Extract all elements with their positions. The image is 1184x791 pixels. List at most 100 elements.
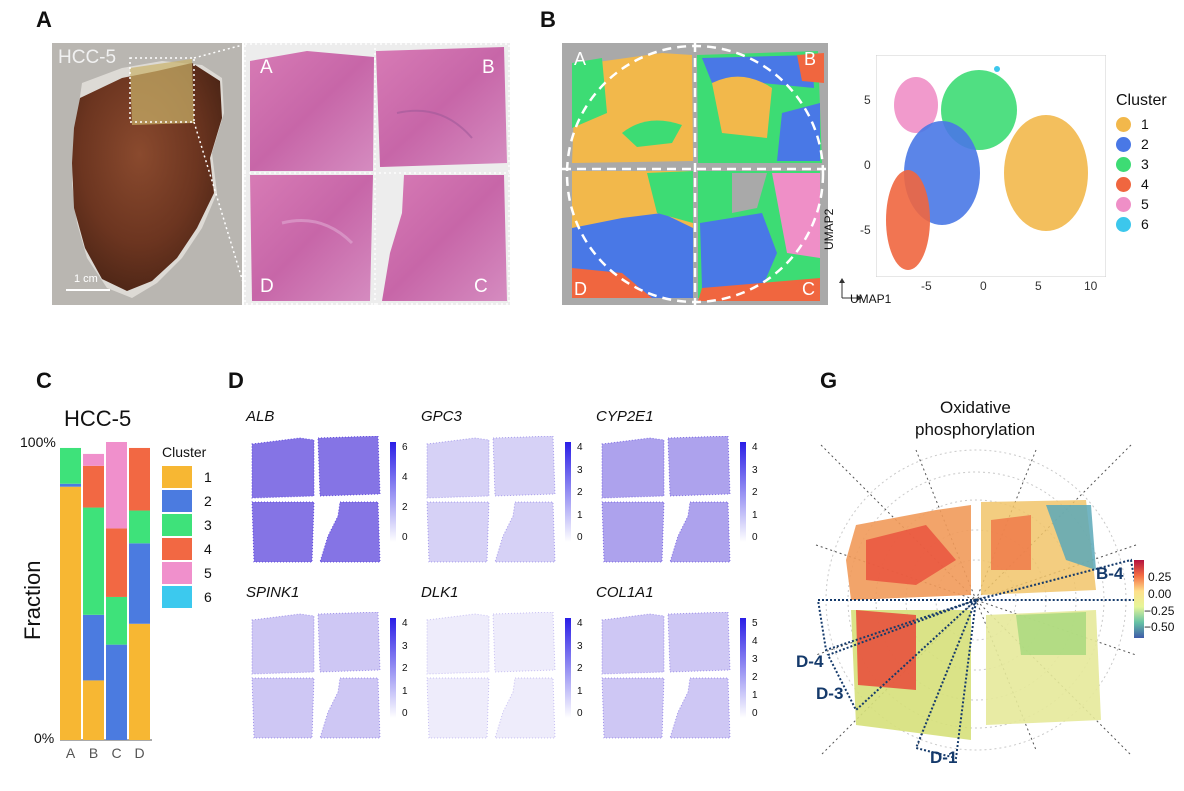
tissue-section xyxy=(669,677,731,739)
umap-legend-item: 2 xyxy=(1116,136,1149,152)
gene-colorbar-tick: 4 xyxy=(752,442,758,453)
he-label-d: D xyxy=(260,276,274,297)
umap-cluster-4 xyxy=(886,170,930,270)
legend-label: 5 xyxy=(204,565,212,581)
umap-xlabel: UMAP1 xyxy=(850,292,892,306)
tissue-section xyxy=(667,436,731,497)
tumor-region xyxy=(130,59,194,125)
gene-colorbar-tick: 2 xyxy=(577,663,583,674)
tissue-section xyxy=(667,612,731,673)
umap-ytick: 5 xyxy=(864,93,871,107)
x-tick-label: A xyxy=(66,745,76,761)
legend-label: 2 xyxy=(204,493,212,509)
gene-label: ALB xyxy=(246,408,275,425)
colorbar-tick: −0.25 xyxy=(1144,604,1175,618)
he-section-c xyxy=(382,175,507,301)
gene-spatial-map xyxy=(426,436,556,563)
tissue-section xyxy=(669,501,731,563)
bar-legend-item: 3 xyxy=(162,514,212,536)
gene-colorbar-tick: 4 xyxy=(402,618,408,629)
gene-colorbar-tick: 4 xyxy=(577,618,583,629)
legend-swatch xyxy=(162,514,192,536)
bar-segment-A-2 xyxy=(60,483,81,487)
gene-label: GPC3 xyxy=(421,408,462,425)
legend-swatch xyxy=(162,586,192,608)
gene-colorbar-tick: 4 xyxy=(752,636,758,647)
gene-colorbar-tick: 1 xyxy=(752,690,758,701)
scale-bar-label: 1 cm xyxy=(74,273,98,285)
umap-svg xyxy=(875,54,1107,278)
bar-segment-D-3 xyxy=(129,510,150,544)
tissue-section xyxy=(426,501,490,563)
gene-label: DLK1 xyxy=(421,584,459,601)
tissue-section xyxy=(251,437,315,499)
gene-panel-dlk1: DLK1 4 3 2 1 0 xyxy=(415,584,590,760)
tissue-section xyxy=(494,677,556,739)
he-section-d xyxy=(250,175,373,301)
sample-label: HCC-5 xyxy=(58,47,117,68)
gene-colorbar-tick: 0 xyxy=(402,708,408,719)
gene-colorbar-tick: 5 xyxy=(752,618,758,629)
tissue-section xyxy=(601,677,665,739)
gene-panel-alb: ALB 6 4 2 0 xyxy=(240,408,415,584)
bar-segment-C-3 xyxy=(106,596,127,645)
gene-spatial-map xyxy=(601,436,731,563)
bar-legend-title: Cluster xyxy=(162,444,207,460)
region-label-d1: D-1 xyxy=(930,748,958,767)
tissue-section xyxy=(251,677,315,739)
panel-letter-b: B xyxy=(540,7,556,32)
umap-legend-title: Cluster xyxy=(1116,92,1167,109)
region-label-b4: B-4 xyxy=(1096,564,1124,583)
gene-label: CYP2E1 xyxy=(596,408,654,425)
region-label-d4: D-4 xyxy=(796,652,824,671)
umap-xtick: 0 xyxy=(980,279,987,293)
he-label-a: A xyxy=(260,57,273,78)
umap-legend-item: 4 xyxy=(1116,176,1149,192)
panel-g-colorbar xyxy=(1134,560,1144,638)
umap-legend-item: 6 xyxy=(1116,216,1149,232)
bar-segment-D-2 xyxy=(129,543,150,624)
tissue-section xyxy=(319,501,381,563)
gene-colorbar-tick: 4 xyxy=(577,442,583,453)
bar-segment-A-1 xyxy=(60,486,81,740)
he-section-a xyxy=(250,51,374,171)
umap-xtick: 10 xyxy=(1084,279,1098,293)
legend-label: 4 xyxy=(204,541,212,557)
gene-colorbar-tick: 2 xyxy=(577,487,583,498)
bar-segment-B-2 xyxy=(83,614,104,681)
panel-g-title-line1: Oxidative xyxy=(940,398,1011,417)
bar-segment-D-4 xyxy=(129,447,150,511)
gene-panel-cyp2e1: CYP2E1 4 3 2 1 0 xyxy=(590,408,765,584)
tissue-section xyxy=(319,677,381,739)
he-label-b: B xyxy=(482,57,495,78)
spatial-cluster-svg xyxy=(562,43,828,305)
spatial-label-b: B xyxy=(804,49,817,69)
bar-legend-item: 4 xyxy=(162,538,212,560)
umap-ylabel: UMAP2 xyxy=(822,208,836,250)
gene-colorbar-tick: 3 xyxy=(752,464,758,476)
gene-colorbar-tick: 3 xyxy=(577,640,583,652)
umap-legend-item: 3 xyxy=(1116,156,1149,172)
gene-label: SPINK1 xyxy=(246,584,300,601)
gene-spatial-map xyxy=(601,612,731,739)
bar-segment-C-5 xyxy=(106,442,127,529)
gene-colorbar-tick: 1 xyxy=(577,685,583,697)
tissue-section xyxy=(601,501,665,563)
legend-swatch xyxy=(162,538,192,560)
bar-segment-B-3 xyxy=(83,507,104,615)
gene-colorbar-tick: 0 xyxy=(577,708,583,719)
legend-label: 3 xyxy=(204,517,212,533)
bar-segment-B-5 xyxy=(83,453,104,466)
legend-label: 6 xyxy=(204,589,212,605)
panel-letter-g: G xyxy=(820,368,838,393)
bar-legend-item: 2 xyxy=(162,490,212,512)
gene-colorbar-tick: 0 xyxy=(577,532,583,543)
umap-ytick: 0 xyxy=(864,158,871,172)
umap-legend-item: 5 xyxy=(1116,196,1149,212)
gene-panel-col1a1: COL1A1 5 4 3 2 1 0 xyxy=(590,584,765,760)
gene-colorbar-tick: 6 xyxy=(402,442,408,453)
zoom-box xyxy=(129,57,195,123)
x-tick-label: D xyxy=(134,745,144,761)
gene-spatial-map xyxy=(251,612,381,739)
